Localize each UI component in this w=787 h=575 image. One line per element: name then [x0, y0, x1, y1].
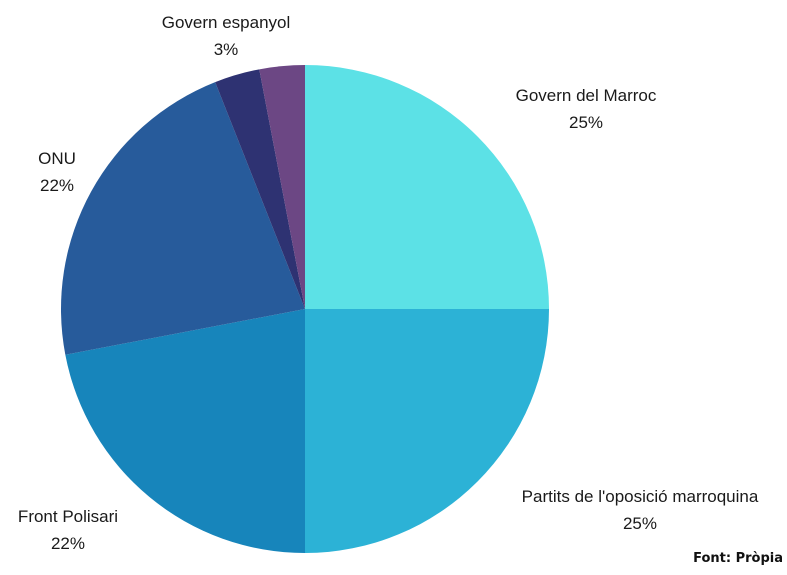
slice-label-name: ONU [38, 149, 76, 168]
pie-slice-4 [215, 69, 305, 309]
slice-label-name: Govern espanyol [161, 13, 291, 32]
slice-label-partits-oposicio: Partits de l'oposició marroquina 25% [522, 483, 759, 537]
slice-label-value: 25% [622, 514, 658, 533]
slice-label-name: Govern del Marroc [515, 86, 657, 105]
slice-label-onu: ONU 22% [38, 145, 76, 199]
slice-label-front-polisari: Front Polisari 22% [18, 503, 118, 557]
pie-slice-0 [305, 65, 549, 309]
slice-label-govern-del-marroc: Govern del Marroc 25% [516, 82, 657, 136]
slice-label-value: 22% [39, 176, 75, 195]
source-note: Font: Pròpia [693, 551, 783, 566]
pie-slice-2 [65, 309, 305, 553]
slice-label-value: 3% [213, 40, 239, 59]
slice-label-value: 22% [50, 534, 86, 553]
slice-label-value: 25% [568, 113, 604, 132]
pie-slice-5 [259, 65, 305, 309]
slice-label-name: Front Polisari [17, 507, 119, 526]
slice-label-govern-espanyol: Govern espanyol 3% [162, 9, 291, 63]
slice-label-name: Partits de l'oposició marroquina [521, 487, 759, 506]
pie-slice-3 [60, 82, 305, 355]
pie-slice-1 [305, 309, 549, 553]
